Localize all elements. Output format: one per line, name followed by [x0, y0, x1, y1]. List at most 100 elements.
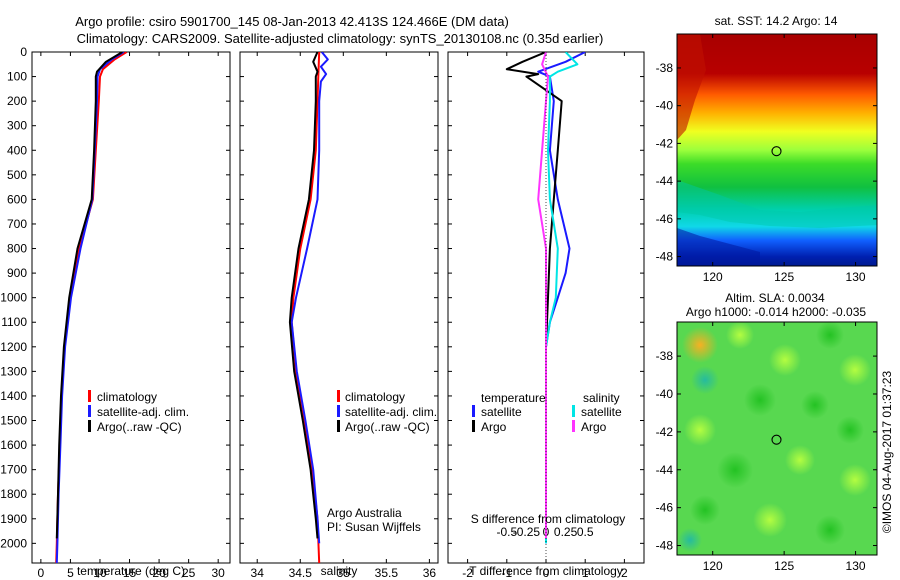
depth-tick-label: 200: [7, 94, 27, 108]
legend-swatch-argo: [337, 420, 340, 432]
x-tick-label: 5: [67, 566, 74, 580]
lat-tick-label: -38: [656, 349, 674, 363]
lon-tick-label: 130: [846, 559, 866, 573]
depth-tick-label: 1800: [0, 487, 27, 501]
lat-tick-label: -44: [656, 463, 674, 477]
lon-tick-label: 120: [703, 270, 723, 284]
lat-tick-label: -48: [656, 250, 674, 264]
figure-title-line2: Climatology: CARS2009. Satellite-adjuste…: [77, 31, 604, 46]
argo-raw-qc-line: [55, 52, 123, 539]
lat-tick-label: -42: [656, 425, 674, 439]
depth-tick-label: 1100: [1, 315, 27, 329]
sst-map: [676, 33, 878, 267]
lat-tick-label: -46: [656, 501, 674, 515]
x-tick-label: 1: [582, 566, 589, 580]
lat-tick-label: -44: [656, 174, 674, 188]
legend-label-sal-argo: Argo: [581, 420, 607, 434]
legend-label-climatology: climatology: [345, 390, 405, 404]
legend-swatch-temp-argo: [472, 420, 475, 432]
legend-swatch-satellite: [337, 405, 340, 417]
sst-map-title: sat. SST: 14.2 Argo: 14: [715, 14, 838, 28]
lat-tick-label: -42: [656, 136, 674, 150]
legend-label-argo: Argo(..raw -QC): [97, 420, 182, 434]
sla-map: [676, 321, 878, 556]
depth-tick-label: 400: [7, 143, 27, 157]
salinity-satellite-line: [545, 52, 579, 544]
legend-swatch-satellite: [88, 405, 91, 417]
x-tick-label: 36: [423, 566, 437, 580]
map-axis-ticks: 120 125 130 -38 -40 -42 -44 -46 -48 120 125 130 -38 -…: [656, 34, 877, 573]
sst-warm-tongue: [677, 34, 706, 140]
figure-title-line1: Argo profile: csiro 5901700_145 08-Jan-2…: [75, 14, 509, 29]
salinity-legend: climatology satellite-adj. clim. Argo(..…: [327, 390, 437, 534]
depth-tick-label: 500: [7, 168, 27, 182]
depth-tick-label: 1000: [0, 291, 27, 305]
argo-position-marker: [771, 146, 782, 157]
temperature-series: [55, 52, 128, 563]
legend-label-temp-satellite: satellite: [481, 405, 522, 419]
depth-tick-label: 0: [20, 45, 27, 59]
satellite-adj-clim-line: [290, 52, 329, 544]
depth-tick-label: 600: [7, 192, 27, 206]
depth-tick-label: 700: [7, 217, 27, 231]
x-tick-label: 34: [251, 566, 265, 580]
sla-map-title-line2: Argo h1000: -0.014 h2000: -0.035: [686, 305, 866, 319]
lat-tick-label: -48: [656, 539, 674, 553]
legend-label-temp-argo: Argo: [481, 420, 507, 434]
temperature-axis-label: temperature (deg C): [77, 564, 185, 578]
imos-credit: ©IMOS 04-Aug-2017 01:37:23: [880, 371, 894, 534]
depth-tick-label: 1500: [0, 414, 27, 428]
legend-label-climatology: climatology: [97, 390, 157, 404]
lon-tick-label: 120: [703, 559, 723, 573]
x-tick-label: 15: [123, 566, 137, 580]
sst-cold-pool: [677, 228, 760, 266]
temperature-panel: [31, 51, 231, 564]
legend-label-argo: Argo(..raw -QC): [345, 420, 430, 434]
legend-swatch-temp-satellite: [472, 405, 475, 417]
legend-swatch-climatology: [88, 390, 91, 402]
legend-swatch-sal-argo: [572, 420, 575, 432]
s-difference-axis-label: S difference from climatology: [471, 512, 626, 526]
x2-tick-label: 0.25: [554, 525, 578, 539]
argo-position-marker: [771, 434, 782, 445]
x-tick-label: 30: [211, 566, 225, 580]
depth-tick-label: 1900: [0, 512, 27, 526]
profile-lines: [55, 52, 586, 563]
depth-tick-label: 1400: [0, 389, 27, 403]
lat-tick-label: -38: [656, 61, 674, 75]
legend-label-satellite: satellite-adj. clim.: [97, 405, 189, 419]
salinity-panel: [239, 51, 439, 564]
temperature-legend: climatology satellite-adj. clim. Argo(..…: [88, 390, 189, 434]
salinity-series: [288, 52, 329, 563]
x-tick-label: 25: [182, 566, 196, 580]
sla-map-frame: [676, 321, 878, 556]
lat-tick-label: -40: [656, 99, 674, 113]
owner-annotation-line2: PI: Susan Wijffels: [327, 520, 421, 534]
x-tick-label: 35.5: [375, 566, 399, 580]
x2-tick-label: -0.25: [513, 525, 541, 539]
owner-annotation-line1: Argo Australia: [327, 506, 402, 520]
sst-cyan-band: [677, 180, 877, 228]
legend-label-sal-satellite: satellite: [581, 405, 622, 419]
legend-label-satellite: satellite-adj. clim.: [345, 405, 437, 419]
depth-tick-label: 100: [7, 70, 27, 84]
depth-tick-label: 900: [7, 266, 27, 280]
sst-field: [677, 34, 877, 266]
lat-tick-label: -46: [656, 212, 674, 226]
t-difference-axis-label: T difference from climatology: [469, 564, 623, 578]
x2-tick-label: -0.5: [496, 525, 517, 539]
x-tick-label: 0: [38, 566, 45, 580]
sla-map-title-line1: Altim. SLA: 0.0034: [725, 291, 825, 305]
argo-raw-qc-line: [288, 52, 319, 539]
depth-tick-label: 300: [7, 119, 27, 133]
depth-tick-label: 1600: [0, 438, 27, 452]
x-tick-label: 10: [93, 566, 107, 580]
x-tick-label: 34.5: [289, 566, 313, 580]
difference-legend: temperature salinity satellite Argo sate…: [472, 391, 622, 434]
sst-map-frame: [676, 33, 878, 267]
x-tick-label: 35: [337, 566, 351, 580]
x-tick-label: 20: [152, 566, 166, 580]
salinity-axis-label: salinity: [321, 564, 358, 578]
legend-swatch-sal-satellite: [572, 405, 575, 417]
